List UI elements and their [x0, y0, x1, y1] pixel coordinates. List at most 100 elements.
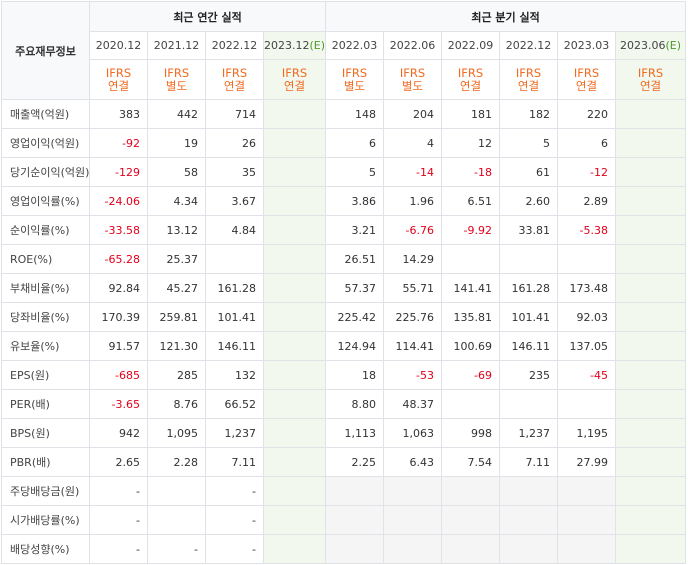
table-cell: 7.11 [499, 447, 559, 477]
table-cell [441, 476, 501, 506]
column-date: 2022.12 [205, 31, 264, 60]
table-cell: 5 [499, 128, 559, 158]
table-cell: -12 [557, 157, 617, 187]
table-cell: 4.84 [205, 215, 264, 245]
ifrs-label: IFRS [573, 65, 600, 80]
ifrs-basis-label: 연결 [517, 78, 540, 93]
table-cell: 7.11 [205, 447, 264, 477]
table-row: 당기순이익(억원) -129 58 35 5 -14 -18 61 -12 [1, 157, 687, 187]
table-cell: 383 [89, 99, 148, 129]
table-cell: 998 [441, 418, 501, 448]
table-cell: - [205, 505, 264, 535]
table-cell: -3.65 [89, 389, 148, 419]
table-cell: -53 [383, 360, 443, 390]
row-label: 유보율(%) [1, 331, 90, 361]
table-cell [262, 534, 327, 564]
ifrs-basis-label: 별도 [165, 78, 188, 93]
table-cell [499, 476, 559, 506]
table-cell: 2.28 [147, 447, 206, 477]
table-cell: 6.51 [441, 186, 501, 216]
table-cell: 173.48 [557, 273, 617, 303]
column-date-text: 2022.12 [505, 39, 552, 52]
table-cell: 148 [325, 99, 385, 129]
column-date-text: 2020.12 [95, 39, 142, 52]
table-cell: 2.25 [325, 447, 385, 477]
table-cell: 170.39 [89, 302, 148, 332]
table-cell [615, 505, 687, 535]
row-label: 배당성향(%) [1, 534, 90, 564]
table-cell: -685 [89, 360, 148, 390]
ifrs-basis-label: 연결 [283, 78, 306, 93]
table-cell: 1,095 [147, 418, 206, 448]
table-cell: 3.21 [325, 215, 385, 245]
table-row: ROE(%) -65.28 25.37 26.51 14.29 [1, 244, 687, 274]
table-cell: 14.29 [383, 244, 443, 274]
table-row: PER(배) -3.65 8.76 66.52 8.80 48.37 [1, 389, 687, 419]
estimate-mark: (E) [309, 39, 326, 52]
estimate-mark: (E) [665, 39, 682, 52]
column-date-text: 2021.12 [153, 39, 200, 52]
ifrs-label: IFRS [105, 65, 132, 80]
column-date: 2023.03 [557, 31, 617, 60]
table-cell: -45 [557, 360, 617, 390]
table-cell: -92 [89, 128, 148, 158]
table-row: 영업이익률(%) -24.06 4.34 3.67 3.86 1.96 6.51 2.60 2.… [1, 186, 687, 216]
table-cell [441, 534, 501, 564]
ifrs-label: IFRS [399, 65, 426, 80]
table-cell [557, 476, 617, 506]
table-cell [262, 476, 327, 506]
table-row: BPS(원) 942 1,095 1,237 1,113 1,063 998 1,237 1,1… [1, 418, 687, 448]
column-date: 2022.12 [499, 31, 559, 60]
column-ifrs: IFRS 별도 [147, 59, 206, 100]
table-row: 배당성향(%) - - - [1, 534, 687, 564]
table-cell: 1,195 [557, 418, 617, 448]
column-ifrs: IFRS 연결 [557, 59, 617, 100]
table-cell: 137.05 [557, 331, 617, 361]
table-cell [615, 128, 687, 158]
ifrs-label: IFRS [341, 65, 368, 80]
table-row: 유보율(%) 91.57 121.30 146.11 124.94 114.41 100.6… [1, 331, 687, 361]
table-cell: -24.06 [89, 186, 148, 216]
ifrs-basis-label: 별도 [343, 78, 366, 93]
ifrs-label: IFRS [221, 65, 248, 80]
table-cell: 66.52 [205, 389, 264, 419]
table-cell: 100.69 [441, 331, 501, 361]
table-cell [615, 331, 687, 361]
table-cell [615, 476, 687, 506]
column-date: 2023.06(E) [615, 31, 687, 60]
table-cell: 33.81 [499, 215, 559, 245]
column-date: 2021.12 [147, 31, 206, 60]
column-ifrs: IFRS 연결 [615, 59, 687, 100]
table-cell [262, 389, 327, 419]
table-cell [615, 186, 687, 216]
table-cell: 26.51 [325, 244, 385, 274]
table-cell [615, 302, 687, 332]
table-cell: 161.28 [205, 273, 264, 303]
table-cell: 91.57 [89, 331, 148, 361]
table-cell: 61 [499, 157, 559, 187]
table-cell: 25.37 [147, 244, 206, 274]
table-cell: 6 [325, 128, 385, 158]
table-cell [615, 273, 687, 303]
ifrs-row: IFRS 연결 IFRS 별도 IFRS 연결 IFRS 연결 IFRS 별도 IFRS 별도 IFRS… [2, 59, 687, 100]
table-cell [499, 534, 559, 564]
table-cell [557, 505, 617, 535]
table-cell [615, 389, 687, 419]
quarter-header: 최근 분기 실적 [325, 1, 687, 32]
ifrs-label: IFRS [637, 65, 664, 80]
ifrs-label: IFRS [281, 65, 308, 80]
table-cell [205, 244, 264, 274]
table-cell: 1,237 [205, 418, 264, 448]
table-cell [262, 99, 327, 129]
table-cell: 225.42 [325, 302, 385, 332]
table-cell [383, 534, 443, 564]
table-cell: - [205, 534, 264, 564]
table-row: 순이익률(%) -33.58 13.12 4.84 3.21 -6.76 -9.92 33.8… [1, 215, 687, 245]
ifrs-basis-label: 연결 [639, 78, 662, 93]
table-cell [557, 244, 617, 274]
table-cell: 18 [325, 360, 385, 390]
column-ifrs: IFRS 연결 [499, 59, 559, 100]
column-date-text: 2023.03 [563, 39, 610, 52]
table-cell: 132 [205, 360, 264, 390]
column-date: 2023.12(E) [262, 31, 327, 60]
